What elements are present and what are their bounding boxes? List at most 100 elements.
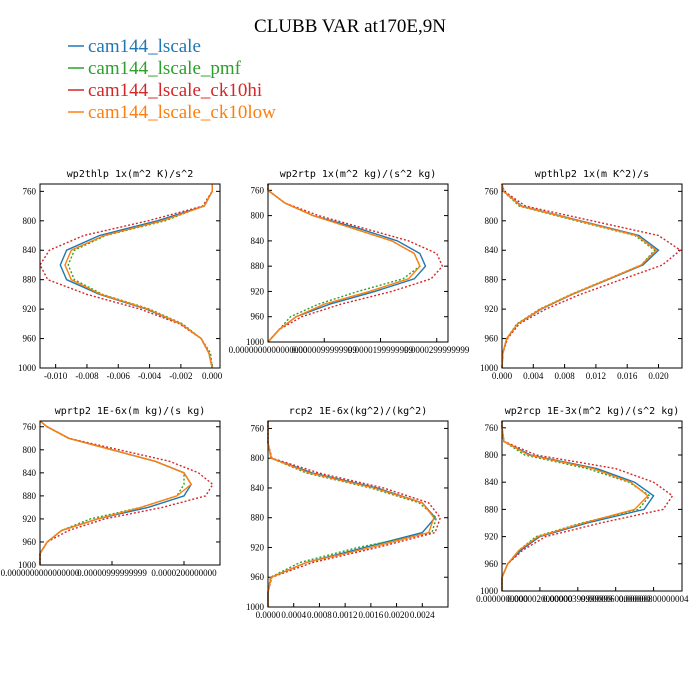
x-tick-label: 0.0000199999999 xyxy=(348,345,414,355)
y-tick-label: 800 xyxy=(485,450,499,460)
y-tick-label: 800 xyxy=(251,211,265,221)
chart-panel: wprtp2 1E-6x(m kg)/(s kg) 760 800 840 880 920… xyxy=(1,406,221,578)
y-tick-label: 960 xyxy=(485,559,499,569)
y-tick-label: 760 xyxy=(485,186,499,196)
y-tick-label: 800 xyxy=(23,445,37,455)
x-tick-label: 0.0024 xyxy=(410,610,435,620)
x-tick-label: 0.0012 xyxy=(333,610,358,620)
y-tick-label: 880 xyxy=(23,275,37,285)
plot-frame xyxy=(39,183,221,369)
chart-panel: wp2rcp 1E-3x(m^2 kg)/(s^2 kg) 760 800 840 88… xyxy=(476,406,689,604)
y-tick-label: 920 xyxy=(23,304,37,314)
y-tick-label: 960 xyxy=(251,572,265,582)
plot-frame xyxy=(501,183,683,369)
y-tick-label: 840 xyxy=(251,483,265,493)
legend-label: cam144_lscale_pmf xyxy=(88,58,242,79)
series-line xyxy=(39,420,193,565)
x-tick-label: -0.010 xyxy=(44,371,68,381)
series-line xyxy=(267,184,421,343)
y-tick-label: 920 xyxy=(485,532,499,542)
y-tick-label: 880 xyxy=(485,275,499,285)
series-line xyxy=(267,421,438,607)
x-tick-label: 0.0000200000000 xyxy=(151,568,217,578)
y-tick-label: 1000 xyxy=(480,586,499,596)
panel-title: wprtp2 1E-6x(m kg)/(s kg) xyxy=(55,406,206,417)
legend-item: cam144_lscale_ck10hi xyxy=(68,80,262,101)
y-tick-label: 960 xyxy=(23,537,37,547)
y-tick-label: 760 xyxy=(485,423,499,433)
y-tick-label: 1000 xyxy=(18,560,37,570)
y-tick-label: 760 xyxy=(251,185,265,195)
x-tick-label: 0.004 xyxy=(523,371,544,381)
y-tick-label: 920 xyxy=(251,542,265,552)
panel-title: rcp2 1E-6x(kg^2)/(kg^2) xyxy=(289,406,427,417)
x-tick-label: 0.0008 xyxy=(307,610,332,620)
panel-title: wp2rtp 1x(m^2 kg)/(s^2 kg) xyxy=(280,169,437,180)
y-tick-label: 840 xyxy=(251,236,265,246)
x-tick-label: 0.0000299999999 xyxy=(404,345,470,355)
y-tick-label: 840 xyxy=(485,245,499,255)
x-tick-label: 0.0000020000000 xyxy=(507,594,573,604)
legend-label: cam144_lscale_ck10hi xyxy=(88,80,262,101)
chart-panel: wp2thlp 1x(m^2 K)/s^2 760 800 840 880 920 960 1… xyxy=(18,169,223,381)
x-tick-label: 0.00000600000000 xyxy=(581,594,651,604)
x-tick-label: 0.0020 xyxy=(384,610,409,620)
y-tick-label: 760 xyxy=(23,422,37,432)
series-line xyxy=(267,184,427,343)
series-line xyxy=(67,184,213,369)
legend-item: cam144_lscale_pmf xyxy=(68,58,242,79)
y-tick-label: 840 xyxy=(23,468,37,478)
x-tick-label: 0.00000800000004 xyxy=(619,594,689,604)
x-tick-label: 0.020 xyxy=(648,371,669,381)
plot-frame xyxy=(501,420,683,592)
legend-item: cam144_lscale xyxy=(68,36,201,57)
figure-title: CLUBB VAR at170E,9N xyxy=(254,16,446,37)
x-tick-label: 0.0000000000 xyxy=(476,594,528,604)
chart-panel: rcp2 1E-6x(kg^2)/(kg^2) 760 800 840 880 920 96… xyxy=(246,406,449,620)
y-tick-label: 800 xyxy=(485,216,499,226)
series-line xyxy=(64,184,213,369)
x-tick-label: 0.0000000000000000 xyxy=(229,345,308,355)
y-tick-label: 760 xyxy=(251,423,265,433)
y-tick-label: 800 xyxy=(251,453,265,463)
y-tick-label: 1000 xyxy=(480,363,499,373)
panels: wp2thlp 1x(m^2 K)/s^2 760 800 840 880 920 960 1… xyxy=(1,169,689,620)
y-tick-label: 1000 xyxy=(18,363,37,373)
plot-frame xyxy=(267,183,449,343)
x-tick-label: -0.002 xyxy=(169,371,192,381)
series-line xyxy=(501,421,649,591)
legend: cam144_lscalecam144_lscale_pmfcam144_lsc… xyxy=(68,36,276,123)
series-line xyxy=(501,421,655,591)
panel-title: wp2rcp 1E-3x(m^2 kg)/(s^2 kg) xyxy=(505,406,680,417)
y-tick-label: 1000 xyxy=(246,337,265,347)
series-line xyxy=(267,184,421,343)
y-tick-label: 880 xyxy=(251,513,265,523)
chart-panel: wp2rtp 1x(m^2 kg)/(s^2 kg) 760 800 840 880 92… xyxy=(229,169,470,355)
plot-frame xyxy=(39,420,221,566)
x-tick-label: -0.006 xyxy=(107,371,131,381)
y-tick-label: 960 xyxy=(23,334,37,344)
y-tick-label: 920 xyxy=(251,286,265,296)
y-tick-label: 800 xyxy=(23,216,37,226)
y-tick-label: 880 xyxy=(485,504,499,514)
legend-label: cam144_lscale_ck10low xyxy=(88,102,276,123)
panel-title: wp2thlp 1x(m^2 K)/s^2 xyxy=(67,169,193,180)
y-tick-label: 840 xyxy=(23,245,37,255)
y-tick-label: 880 xyxy=(251,261,265,271)
x-tick-label: 0.00000999999999 xyxy=(77,568,147,578)
x-tick-label: 0.0000000000000000 xyxy=(1,568,80,578)
series-line xyxy=(39,420,193,565)
x-tick-label: 0.000 xyxy=(492,371,513,381)
x-tick-label: 0.0000 xyxy=(256,610,281,620)
x-tick-label: 0.016 xyxy=(617,371,638,381)
series-line xyxy=(267,421,442,607)
y-tick-label: 960 xyxy=(251,312,265,322)
x-tick-label: 0.0004 xyxy=(281,610,306,620)
y-tick-label: 840 xyxy=(485,477,499,487)
x-tick-label: 0.012 xyxy=(586,371,606,381)
chart-panel: wpthlp2 1x(m K^2)/s 760 800 840 880 920 960 100… xyxy=(480,169,683,381)
panel-title: wpthlp2 1x(m K^2)/s xyxy=(535,169,649,180)
series-line xyxy=(267,421,435,607)
y-tick-label: 920 xyxy=(485,304,499,314)
